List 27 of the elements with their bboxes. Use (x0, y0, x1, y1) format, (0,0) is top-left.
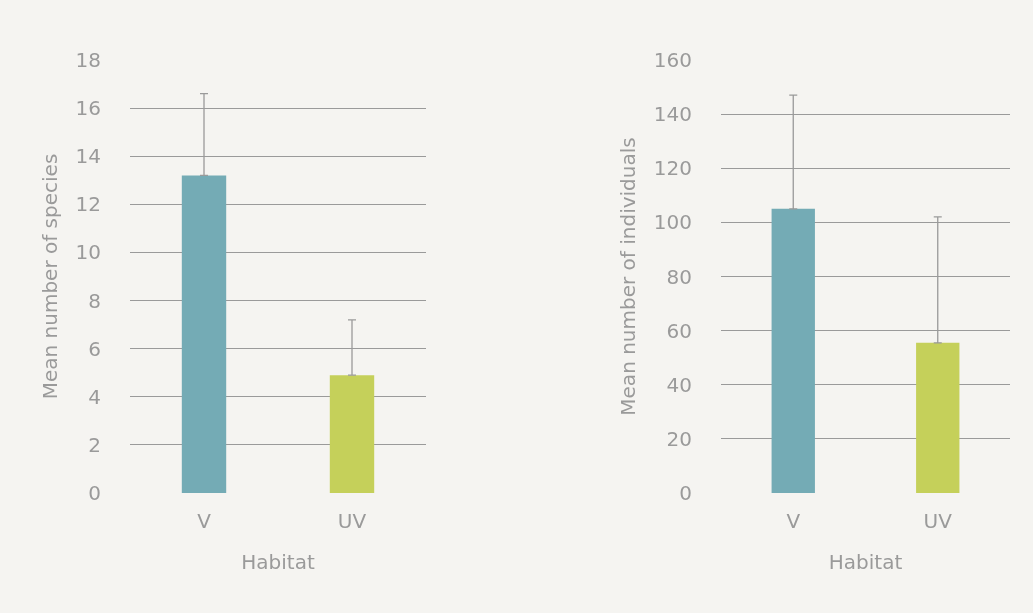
y-tick-label: 60 (666, 318, 692, 343)
y-axis-title: Mean number of species (38, 153, 63, 400)
y-tick-label: 8 (88, 288, 101, 313)
y-tick-label: 140 (653, 102, 692, 127)
x-tick-label: UV (337, 509, 367, 533)
y-tick-label: 160 (653, 48, 692, 72)
y-tick-label: 4 (88, 384, 101, 409)
y-tick-label: 12 (75, 192, 101, 217)
y-tick-label: 2 (88, 432, 101, 457)
y-tick-label: 6 (88, 336, 101, 361)
x-axis-title: Habitat (241, 549, 315, 574)
y-tick-label: 0 (679, 481, 692, 505)
y-tick-label: 10 (75, 240, 101, 265)
x-tick-label: V (786, 509, 801, 533)
y-tick-label: 100 (653, 210, 692, 235)
y-tick-label: 14 (75, 144, 101, 169)
y-axis-title: Mean number of individuals (616, 137, 641, 416)
x-tick-label: V (197, 509, 212, 533)
x-tick-label: UV (923, 509, 953, 533)
y-tick-label: 20 (666, 426, 692, 451)
y-tick-label: 40 (666, 372, 692, 397)
y-tick-label: 16 (75, 96, 101, 121)
x-axis-title: Habitat (828, 549, 903, 574)
y-tick-label: 120 (653, 156, 692, 181)
y-tick-label: 0 (88, 481, 101, 505)
y-tick-label: 18 (75, 48, 101, 72)
y-tick-label: 80 (666, 264, 692, 289)
